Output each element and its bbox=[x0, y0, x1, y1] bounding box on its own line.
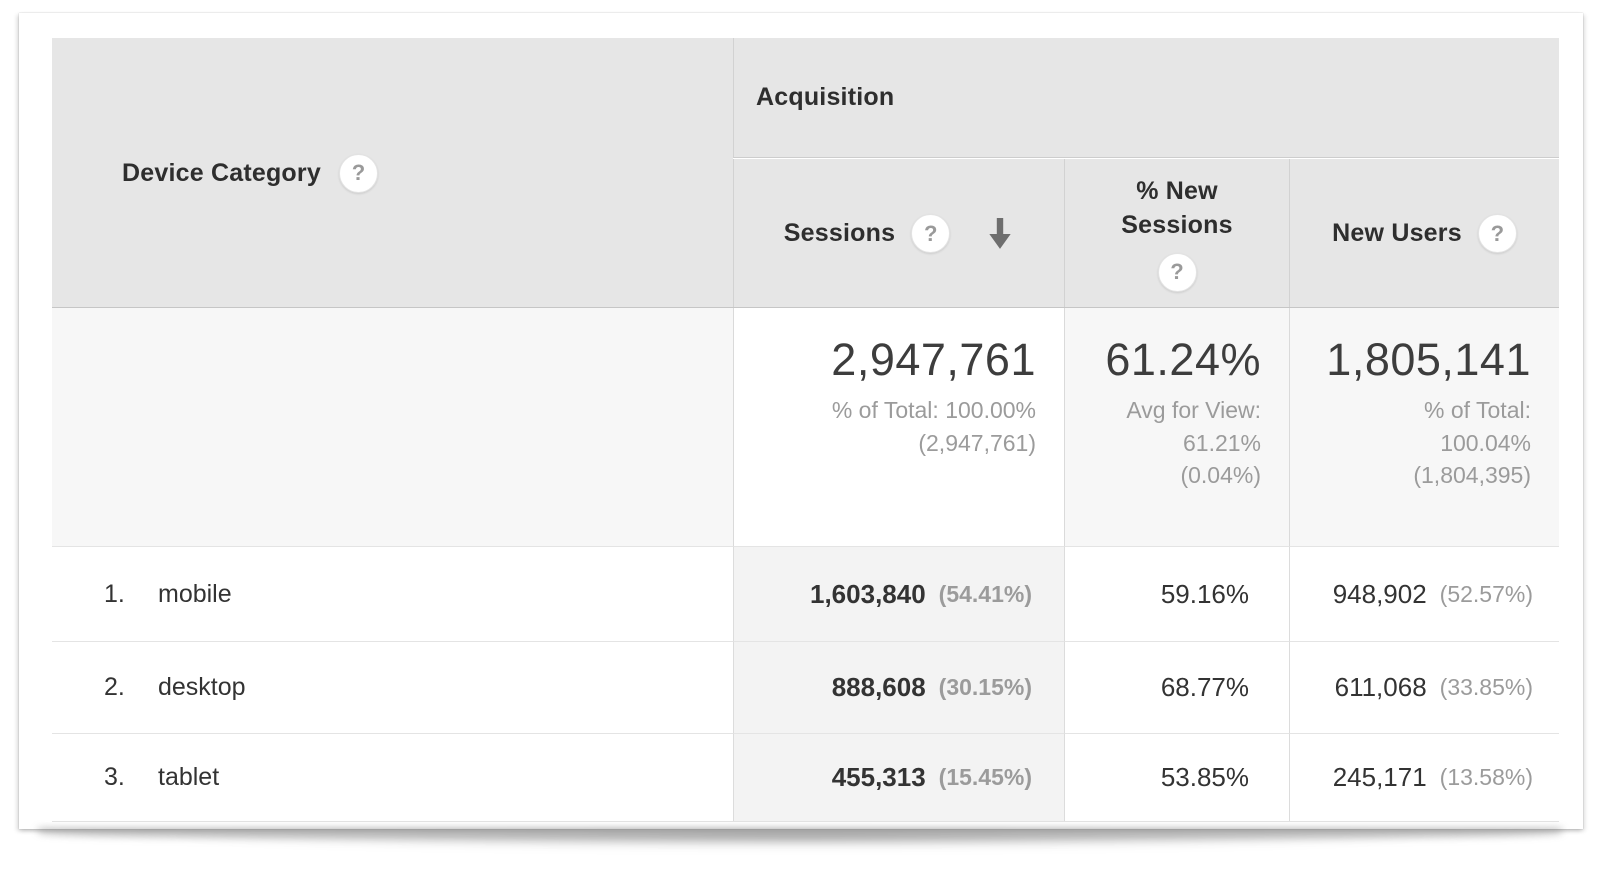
help-icon[interactable]: ? bbox=[1477, 214, 1517, 253]
sessions-value-cell: 888,608 (30.15%) bbox=[733, 641, 1064, 733]
row-rank: 3. bbox=[104, 763, 125, 791]
group-header-acquisition: Acquisition bbox=[733, 38, 1559, 158]
pct-new-total-subline2: 61.21% bbox=[1182, 429, 1261, 456]
summary-empty-cell bbox=[52, 308, 733, 546]
new-users-value: 245,171 bbox=[1332, 762, 1427, 792]
summary-sessions-cell: 2,947,761 % of Total: 100.00% (2,947,761… bbox=[733, 308, 1064, 546]
pct-new-sessions-value-cell: 59.16% bbox=[1064, 546, 1289, 641]
table-row-dimension: 1. mobile bbox=[52, 546, 733, 641]
help-icon[interactable]: ? bbox=[911, 214, 951, 253]
pct-new-sessions-value: 53.85% bbox=[1160, 762, 1249, 792]
pct-new-total-subline1: Avg for View: bbox=[1126, 397, 1261, 423]
sessions-label: Sessions bbox=[783, 219, 896, 247]
column-header-device-category[interactable]: Device Category ? bbox=[52, 38, 733, 308]
new-users-label: New Users bbox=[1332, 219, 1462, 247]
sessions-value-cell: 455,313 (15.45%) bbox=[733, 733, 1064, 821]
summary-pct-new-sessions-cell: 61.24% Avg for View: 61.21% (0.04%) bbox=[1064, 308, 1289, 546]
pct-new-sessions-value: 59.16% bbox=[1160, 578, 1249, 609]
pct-new-sessions-total-value: 61.24% bbox=[1105, 334, 1261, 385]
card-drop-shadow-soft bbox=[30, 834, 1570, 850]
new-users-value-cell: 611,068 (33.85%) bbox=[1289, 641, 1559, 733]
summary-new-users-cell: 1,805,141 % of Total: 100.04% (1,804,395… bbox=[1289, 308, 1559, 546]
new-users-total-value: 1,805,141 bbox=[1326, 334, 1531, 385]
column-header-sessions[interactable]: Sessions ? bbox=[733, 159, 1064, 308]
acquisition-label: Acquisition bbox=[756, 83, 895, 111]
row-rank: 2. bbox=[104, 673, 125, 701]
device-category-label: Device Category bbox=[122, 158, 321, 187]
table-bottom-divider bbox=[52, 821, 1559, 822]
column-header-pct-new-sessions[interactable]: % New Sessions ? bbox=[1064, 159, 1289, 308]
device-name: desktop bbox=[158, 673, 246, 701]
device-name: tablet bbox=[158, 763, 220, 791]
card-drop-shadow bbox=[38, 829, 1562, 842]
new-users-total-subline2: 100.04% bbox=[1440, 429, 1531, 456]
new-users-value-cell: 948,902 (52.57%) bbox=[1289, 546, 1559, 641]
header-divider bbox=[52, 307, 1559, 308]
sort-descending-icon[interactable] bbox=[986, 217, 1014, 250]
sessions-share: (30.15%) bbox=[938, 674, 1032, 700]
sessions-value: 1,603,840 bbox=[810, 578, 926, 609]
new-users-total-subline1: % of Total: bbox=[1424, 397, 1531, 423]
pct-new-sessions-value-cell: 53.85% bbox=[1064, 733, 1289, 821]
pct-new-sessions-label: % New Sessions bbox=[1121, 177, 1233, 239]
new-users-value-cell: 245,171 (13.58%) bbox=[1289, 733, 1559, 821]
help-icon[interactable]: ? bbox=[1157, 252, 1197, 292]
pct-new-sessions-value-cell: 68.77% bbox=[1064, 641, 1289, 733]
pct-new-total-subline3: (0.04%) bbox=[1180, 462, 1261, 489]
sessions-value: 455,313 bbox=[831, 762, 926, 792]
sessions-total-value: 2,947,761 bbox=[831, 334, 1036, 385]
sessions-share: (54.41%) bbox=[938, 580, 1032, 607]
sessions-share: (15.45%) bbox=[938, 764, 1032, 790]
sessions-total-subline1: % of Total: 100.00% bbox=[831, 397, 1036, 423]
analytics-table-card: Device Category ? Acquisition Sessions ?… bbox=[19, 13, 1583, 829]
new-users-share: (13.58%) bbox=[1439, 764, 1533, 790]
table-row-dimension: 2. desktop bbox=[52, 641, 733, 733]
new-users-share: (52.57%) bbox=[1439, 580, 1533, 607]
table-row-dimension: 3. tablet bbox=[52, 733, 733, 821]
help-icon[interactable]: ? bbox=[338, 153, 378, 193]
row-rank: 1. bbox=[104, 579, 125, 608]
sessions-total-subline2: (2,947,761) bbox=[918, 429, 1036, 456]
column-header-new-users[interactable]: New Users ? bbox=[1289, 159, 1559, 308]
device-name: mobile bbox=[158, 579, 232, 608]
new-users-share: (33.85%) bbox=[1439, 674, 1533, 700]
new-users-value: 948,902 bbox=[1332, 578, 1427, 609]
sessions-value: 888,608 bbox=[831, 672, 926, 702]
sessions-value-cell: 1,603,840 (54.41%) bbox=[733, 546, 1064, 641]
pct-new-sessions-value: 68.77% bbox=[1160, 672, 1249, 702]
new-users-value: 611,068 bbox=[1334, 672, 1427, 702]
new-users-total-subline3: (1,804,395) bbox=[1413, 462, 1531, 489]
